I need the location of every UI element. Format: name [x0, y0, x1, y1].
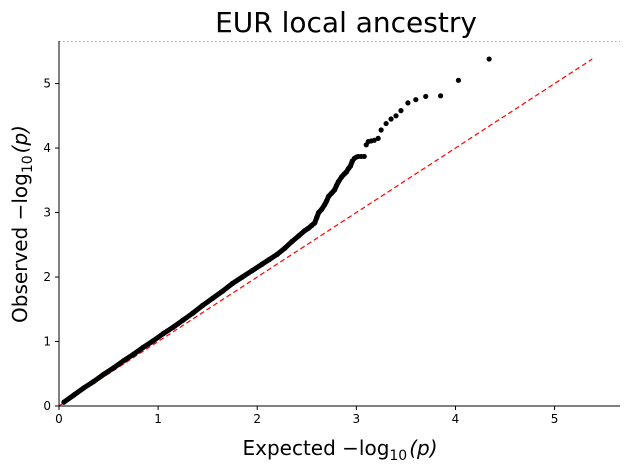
data-point [335, 178, 342, 185]
data-point [249, 267, 255, 274]
data-point [101, 371, 107, 378]
y-axis-title-prefix: Observed −log [8, 173, 32, 323]
x-axis-title: Expected −log10 (p) [242, 436, 437, 464]
x-tick-label: 0 [55, 412, 63, 426]
data-point [110, 365, 117, 371]
data-point [347, 163, 354, 169]
plot-area [58, 41, 620, 407]
data-point [61, 399, 67, 405]
data-point [180, 317, 186, 323]
y-tick-label: 1 [43, 335, 51, 349]
data-point [486, 56, 492, 62]
data-point [160, 331, 166, 337]
y-axis-title-subscript: 10 [20, 155, 36, 173]
data-point [296, 233, 302, 239]
data-point [150, 338, 156, 344]
y-tick-label: 5 [43, 77, 51, 91]
data-point [91, 378, 97, 385]
data-point [170, 324, 176, 330]
x-tick-label: 1 [154, 412, 162, 426]
data-point [371, 137, 377, 143]
data-point [413, 97, 419, 103]
data-point [81, 385, 87, 391]
data-point [274, 251, 280, 258]
data-point [393, 113, 399, 119]
data-point [378, 127, 384, 133]
expected-reference-line [58, 58, 593, 407]
data-point [437, 93, 444, 99]
y-axis-title-suffix: (p) [8, 125, 32, 153]
data-point [333, 182, 340, 189]
data-point [302, 227, 308, 234]
data-point [322, 202, 328, 208]
x-axis-title-prefix: Expected −log [242, 436, 389, 460]
data-point [282, 245, 288, 251]
data-point [210, 295, 216, 301]
data-point [383, 120, 389, 127]
data-point [239, 274, 245, 280]
y-axis-title: Observed −log10 (p) [8, 125, 36, 323]
data-point [405, 100, 411, 106]
data-point [423, 93, 429, 100]
data-point [324, 198, 330, 204]
data-point [398, 108, 404, 114]
data-point [266, 257, 272, 263]
y-tick-label: 2 [43, 270, 51, 284]
data-point [229, 280, 236, 287]
x-tick-label: 5 [551, 412, 559, 426]
chart-title: EUR local ancestry [215, 6, 477, 39]
data-point [71, 392, 77, 398]
data-point [455, 77, 462, 83]
data-point [361, 153, 367, 160]
x-tick-label: 4 [452, 412, 460, 426]
data-point [120, 358, 127, 364]
x-axis-title-suffix: (p) [409, 436, 437, 460]
data-point [200, 302, 206, 308]
x-axis-title-subscript: 10 [389, 448, 407, 464]
x-tick-label: 3 [353, 412, 361, 426]
data-point [289, 238, 295, 245]
data-point [331, 187, 338, 193]
y-tick-label: 0 [43, 399, 51, 413]
data-point [130, 351, 136, 358]
y-tick-label: 4 [43, 141, 51, 155]
y-tick-label: 3 [43, 206, 51, 220]
data-point [140, 344, 146, 350]
data-point [259, 261, 265, 267]
data-point [388, 116, 394, 122]
data-point [314, 215, 320, 221]
y-axis-ticks: 0 1 2 3 4 5 [43, 77, 59, 413]
data-point [312, 220, 318, 226]
data-point [190, 310, 196, 316]
data-point [219, 288, 226, 294]
data-point [319, 206, 325, 212]
x-axis-ticks: 0 1 2 3 4 5 [55, 406, 558, 426]
data-point [375, 135, 381, 141]
x-tick-label: 2 [253, 412, 261, 426]
